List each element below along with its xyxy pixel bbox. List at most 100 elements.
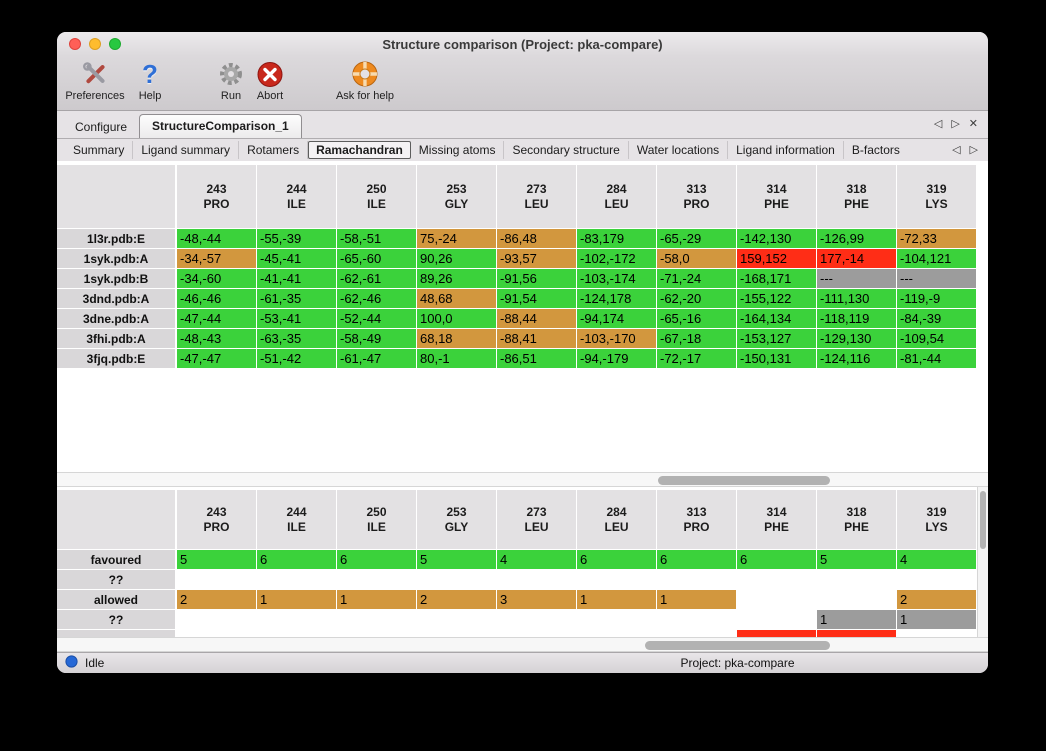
tab-close-icon[interactable]: ✕ [968, 118, 978, 130]
table-cell: 1 [337, 590, 416, 609]
table-cell: 75,-24 [417, 229, 496, 248]
column-residue: ILE [287, 196, 306, 211]
table-cell: 90,26 [417, 249, 496, 268]
column-header-319: 319 LYS [897, 490, 976, 549]
table-cell: -155,122 [737, 289, 816, 308]
table-cell: -61,-47 [337, 349, 416, 368]
close-window-button[interactable] [69, 38, 81, 50]
column-number: 273 [526, 504, 547, 519]
tab-configure[interactable]: Configure [75, 120, 128, 134]
subtab-ramachandran[interactable]: Ramachandran [308, 141, 411, 159]
status-bar: Idle Project: pka-compare [57, 652, 988, 673]
column-header-318: 318 PHE [817, 165, 896, 228]
vertical-scrollbar-thumb[interactable] [980, 491, 986, 549]
table-cell [737, 630, 816, 637]
run-icon [218, 59, 244, 89]
table-cell: -72,-17 [657, 349, 736, 368]
table-row: 3dne.pdb:A -47,-44 -53,-41 -52,-44 100,0 -88,… [57, 309, 988, 329]
tab-scroll-right-icon[interactable]: ▷ [951, 118, 960, 130]
table-cell [497, 630, 576, 637]
table-cell [577, 610, 656, 629]
table-cell: -104,121 [897, 249, 976, 268]
minimize-window-button[interactable] [89, 38, 101, 50]
subtab-water-locations[interactable]: Water locations [629, 141, 729, 159]
horizontal-scrollbar-thumb[interactable] [645, 641, 830, 650]
table-cell [257, 570, 336, 589]
ask-for-help-icon [351, 59, 379, 89]
toolbar-button-ask-for-help[interactable]: Ask for help [336, 59, 394, 102]
preferences-icon [80, 59, 110, 89]
table-cell: 89,26 [417, 269, 496, 288]
summary-table-pane: 243 PRO 244 ILE 250 ILE 253 GLY 273 LEU 284 LEU 313 P… [57, 487, 988, 637]
vertical-scrollbar-track[interactable] [977, 487, 988, 637]
table-cell: -41,-41 [257, 269, 336, 288]
table-cell [177, 630, 256, 637]
table-cell [737, 610, 816, 629]
table-row: 3fjq.pdb:E -47,-47 -51,-42 -61,-47 80,-1 -86,… [57, 349, 988, 369]
table-row: 3dnd.pdb:A -46,-46 -61,-35 -62,-46 48,68 -91,… [57, 289, 988, 309]
table-row: 1syk.pdb:B -34,-60 -41,-41 -62,-61 89,26 -91,… [57, 269, 988, 289]
toolbar-button-help[interactable]: ? Help [139, 59, 162, 102]
subtab-summary[interactable]: Summary [65, 141, 134, 159]
horizontal-scrollbar-track[interactable] [57, 637, 988, 652]
column-number: 284 [606, 181, 627, 196]
subtab-scroll-right-icon[interactable]: ▷ [969, 144, 978, 156]
table-cell: -45,-41 [257, 249, 336, 268]
subtab-missing-atoms[interactable]: Missing atoms [411, 141, 505, 159]
table-cell: -58,-51 [337, 229, 416, 248]
column-number: 319 [926, 504, 947, 519]
column-number: 313 [686, 181, 707, 196]
status-text: Idle [85, 656, 105, 670]
table-cell: -48,-44 [177, 229, 256, 248]
column-number: 273 [526, 181, 547, 196]
tab-scroll-left-icon[interactable]: ◁ [933, 118, 943, 130]
table-cell: 1 [257, 590, 336, 609]
table-cell [737, 570, 816, 589]
table-cell: 6 [657, 550, 736, 569]
column-header-313: 313 PRO [657, 165, 736, 228]
subtab-ligand-summary[interactable]: Ligand summary [133, 141, 240, 159]
table-row: ?? 1 1 [57, 610, 988, 630]
toolbar-button-preferences[interactable]: Preferences [65, 59, 125, 102]
column-number: 250 [366, 504, 387, 519]
subtab-secondary-structure[interactable]: Secondary structure [504, 141, 629, 159]
subtab-ligand-information[interactable]: Ligand information [728, 141, 844, 159]
horizontal-scrollbar-track[interactable] [57, 472, 988, 487]
table-cell [177, 610, 256, 629]
toolbar-button-abort[interactable]: Abort [257, 59, 284, 102]
column-number: 243 [206, 504, 227, 519]
column-header-244: 244 ILE [257, 490, 336, 549]
column-header-250: 250 ILE [337, 165, 416, 228]
column-header-314: 314 PHE [737, 490, 816, 549]
abort-icon [257, 59, 284, 89]
table-cell: -72,33 [897, 229, 976, 248]
table-cell [337, 610, 416, 629]
table-cell [817, 570, 896, 589]
zoom-window-button[interactable] [109, 38, 121, 50]
table-cell: -93,57 [497, 249, 576, 268]
column-residue: PRO [203, 519, 230, 534]
column-number: 250 [366, 181, 387, 196]
table-cell: 3 [497, 590, 576, 609]
table-cell: -58,-49 [337, 329, 416, 348]
table-cell: -34,-57 [177, 249, 256, 268]
titlebar[interactable]: Structure comparison (Project: pka-compa… [57, 32, 988, 56]
window-title: Structure comparison (Project: pka-compa… [382, 36, 663, 52]
toolbar-button-run[interactable]: Run [218, 59, 244, 102]
tab-structurecomparison-1[interactable]: StructureComparison_1 [139, 114, 302, 138]
table-cell: 1 [657, 590, 736, 609]
column-header-314: 314 PHE [737, 165, 816, 228]
table-cell: 2 [417, 590, 496, 609]
table-cell: -142,130 [737, 229, 816, 248]
table-cell: 5 [177, 550, 256, 569]
subtab-b-factors[interactable]: B-factors [851, 143, 900, 157]
subtab-scroll-left-icon[interactable]: ◁ [952, 144, 961, 156]
table-cell: -62,-46 [337, 289, 416, 308]
horizontal-scrollbar-thumb[interactable] [658, 476, 830, 485]
subtab-rotamers[interactable]: Rotamers [239, 141, 309, 159]
table-cell: -52,-44 [337, 309, 416, 328]
row-label: 1syk.pdb:A [57, 249, 175, 268]
row-label: 1syk.pdb:B [57, 269, 175, 288]
table-cell [257, 630, 336, 637]
table-cell [657, 570, 736, 589]
